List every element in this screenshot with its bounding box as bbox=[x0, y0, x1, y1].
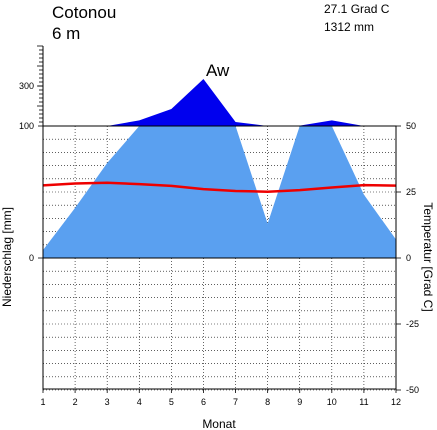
x-tick-label: 8 bbox=[265, 397, 270, 407]
y-right-tick-label: 0 bbox=[406, 253, 411, 263]
y-left-tick-label: 300 bbox=[19, 81, 34, 91]
plot-frame bbox=[37, 45, 401, 393]
y-left-tick-label: 100 bbox=[19, 121, 34, 131]
x-tick-label: 10 bbox=[327, 397, 337, 407]
x-tick-label: 6 bbox=[201, 397, 206, 407]
mean-temperature: 27.1 Grad C bbox=[324, 2, 390, 16]
x-tick-label: 2 bbox=[73, 397, 78, 407]
y-axis-label-temperature: Temperatur [Grad C] bbox=[421, 202, 435, 311]
data-layer bbox=[42, 79, 397, 258]
x-tick-label: 9 bbox=[297, 397, 302, 407]
y-axis-label-precipitation: Niederschlag [mm] bbox=[0, 207, 14, 307]
x-tick-label: 11 bbox=[359, 397, 368, 407]
annual-precipitation: 1312 mm bbox=[324, 20, 374, 34]
x-axis-label: Monat bbox=[202, 417, 236, 430]
y-right-tick-label: -25 bbox=[406, 319, 419, 329]
precipitation-area-perhumid bbox=[43, 79, 396, 126]
precipitation-area-humid bbox=[43, 126, 396, 258]
temperature-line bbox=[42, 181, 397, 193]
x-tick-label: 1 bbox=[40, 397, 45, 407]
y-right-tick-label: 50 bbox=[406, 121, 416, 131]
climate-class: Aw bbox=[206, 61, 230, 80]
y-right-tick-label: 25 bbox=[406, 187, 416, 197]
y-right-tick-label: -50 bbox=[406, 385, 419, 395]
y-left-tick-label: 0 bbox=[29, 253, 34, 263]
x-tick-label: 5 bbox=[169, 397, 174, 407]
x-tick-label: 3 bbox=[105, 397, 110, 407]
x-tick-label: 4 bbox=[137, 397, 142, 407]
x-tick-label: 12 bbox=[391, 397, 401, 407]
x-tick-label: 7 bbox=[233, 397, 238, 407]
station-elevation: 6 m bbox=[52, 24, 80, 43]
station-name: Cotonou bbox=[52, 3, 116, 22]
